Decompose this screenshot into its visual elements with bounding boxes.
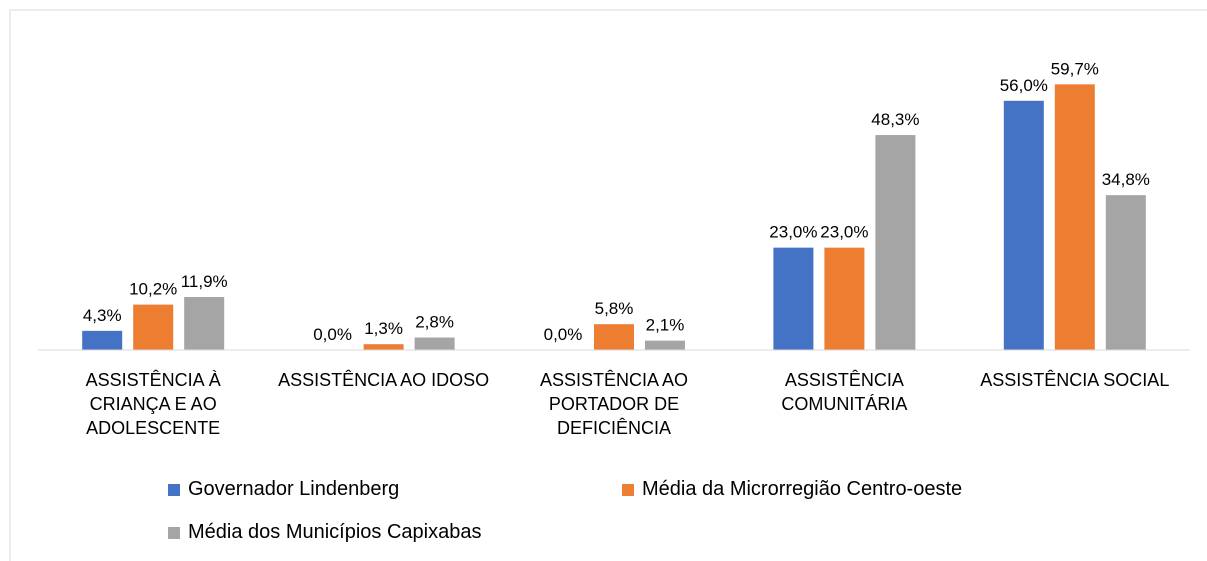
- legend-swatch: [168, 526, 180, 539]
- data-label: 48,3%: [871, 110, 919, 129]
- bar: [1105, 195, 1146, 350]
- bar: [1054, 84, 1095, 351]
- bar: [184, 297, 225, 350]
- bar: [82, 330, 123, 350]
- data-label: 4,3%: [83, 306, 122, 325]
- data-label: 59,7%: [1051, 59, 1099, 78]
- data-label: 2,1%: [646, 316, 685, 335]
- legend-label: Média dos Municípios Capixabas: [188, 521, 482, 543]
- data-label: 34,8%: [1102, 170, 1150, 189]
- bar: [824, 247, 865, 350]
- x-tick-label: ASSISTÊNCIA SOCIAL: [980, 370, 1170, 390]
- data-label: 0,0%: [544, 325, 583, 344]
- bar: [133, 304, 174, 350]
- bar: [1003, 100, 1044, 350]
- legend-item: Governador Lindenberg: [168, 478, 399, 501]
- legend-label: Governador Lindenberg: [188, 478, 400, 500]
- legend-swatch: [622, 483, 634, 496]
- data-label: 11,9%: [181, 272, 228, 291]
- data-label: 0,0%: [313, 325, 352, 344]
- x-tick-label: ASSISTÊNCIA AO PORTADOR DE DEFICIÊNCIA: [539, 370, 689, 438]
- chart-frame: [9, 9, 1207, 561]
- x-tick-label: ASSISTÊNCIA À CRIANÇA E AO ADOLESCENTE: [85, 370, 221, 438]
- data-label: 1,3%: [364, 319, 403, 338]
- bar: [363, 344, 404, 350]
- bar: [414, 337, 455, 350]
- data-label: 5,8%: [595, 299, 634, 318]
- bar: [773, 247, 814, 350]
- data-label: 23,0%: [820, 223, 868, 242]
- data-label: 56,0%: [1000, 76, 1048, 95]
- data-label: 10,2%: [129, 280, 177, 299]
- legend-swatch: [168, 483, 180, 496]
- data-label: 23,0%: [769, 223, 817, 242]
- data-label: 2,8%: [415, 313, 454, 332]
- x-tick-label: ASSISTÊNCIA AO IDOSO: [278, 370, 490, 390]
- legend-item: Média dos Municípios Capixabas: [168, 521, 482, 544]
- legend-item: Média da Microrregião Centro-oeste: [622, 478, 962, 501]
- x-tick-label: ASSISTÊNCIA COMUNITÁRIA: [781, 370, 908, 414]
- bar: [645, 340, 685, 350]
- bar: [875, 135, 916, 350]
- legend-label: Média da Microrregião Centro-oeste: [642, 478, 963, 500]
- bar: [594, 324, 634, 350]
